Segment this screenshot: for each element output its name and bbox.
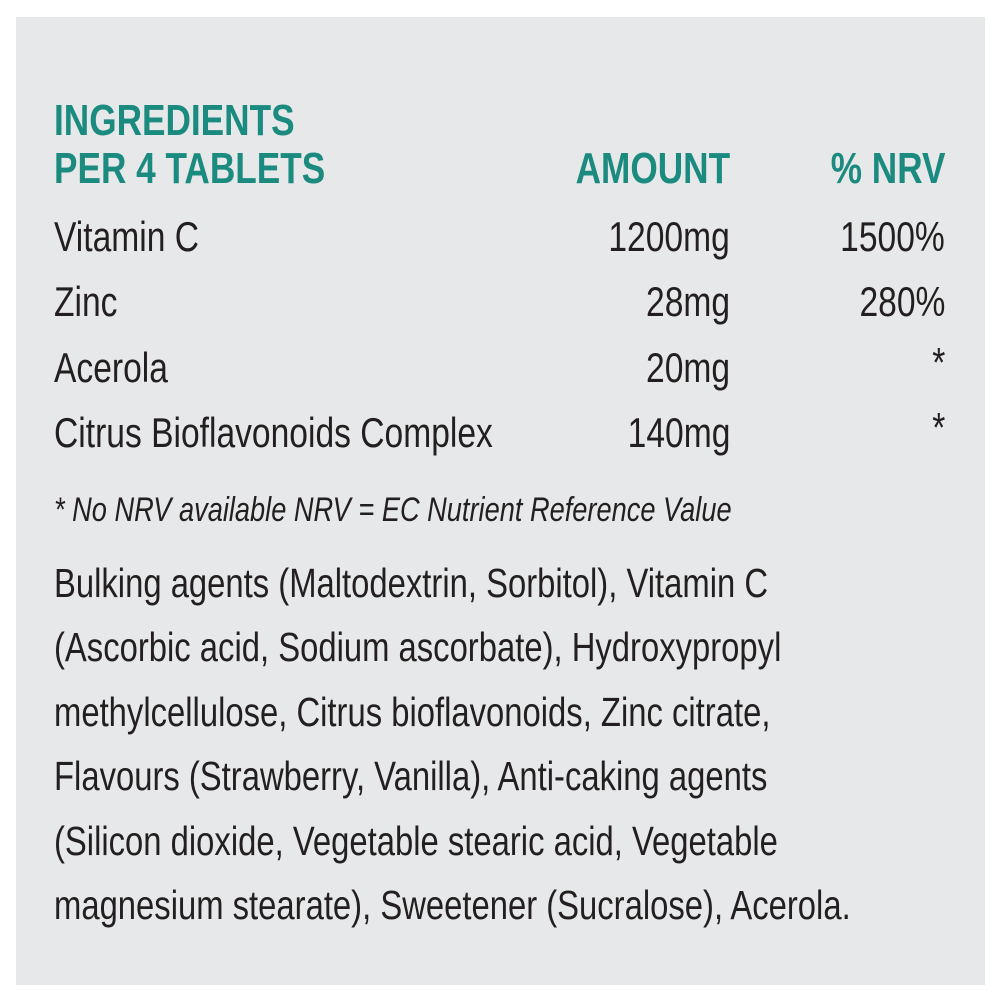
nutrient-nrv: 280%: [859, 278, 945, 325]
title-line-2: PER 4 TABLETS: [54, 144, 326, 193]
nutrient-nrv: *: [931, 339, 945, 386]
nutrient-name: Zinc: [54, 278, 118, 325]
ingredients-line: Flavours (Strawberry, Vanilla), Anti-cak…: [54, 753, 768, 799]
title-line-1: INGREDIENTS: [54, 96, 295, 145]
ingredients-line: Bulking agents (Maltodextrin, Sorbitol),…: [54, 560, 769, 606]
nutrient-name: Vitamin C: [54, 213, 200, 260]
nutrient-name: Citrus Bioflavonoids Complex: [54, 409, 493, 456]
nutrient-amount: 20mg: [645, 344, 730, 391]
ingredients-line: methylcellulose, Citrus bioflavonoids, Z…: [54, 689, 771, 735]
ingredients-panel: [16, 17, 985, 985]
nutrient-nrv: *: [931, 404, 945, 451]
nutrient-amount: 1200mg: [608, 213, 730, 260]
ingredients-line: (Silicon dioxide, Vegetable stearic acid…: [54, 818, 778, 864]
nutrient-nrv: 1500%: [840, 213, 945, 260]
footnote: * No NRV available NRV = EC Nutrient Ref…: [54, 491, 732, 529]
nutrient-amount: 140mg: [627, 409, 730, 456]
nutrient-name: Acerola: [54, 344, 168, 391]
ingredients-line: (Ascorbic acid, Sodium ascorbate), Hydro…: [54, 624, 782, 670]
amount-header: AMOUNT: [575, 144, 730, 193]
nutrient-amount: 28mg: [645, 278, 730, 325]
ingredients-line: magnesium stearate), Sweetener (Sucralos…: [54, 882, 851, 928]
nrv-header: % NRV: [830, 144, 945, 193]
